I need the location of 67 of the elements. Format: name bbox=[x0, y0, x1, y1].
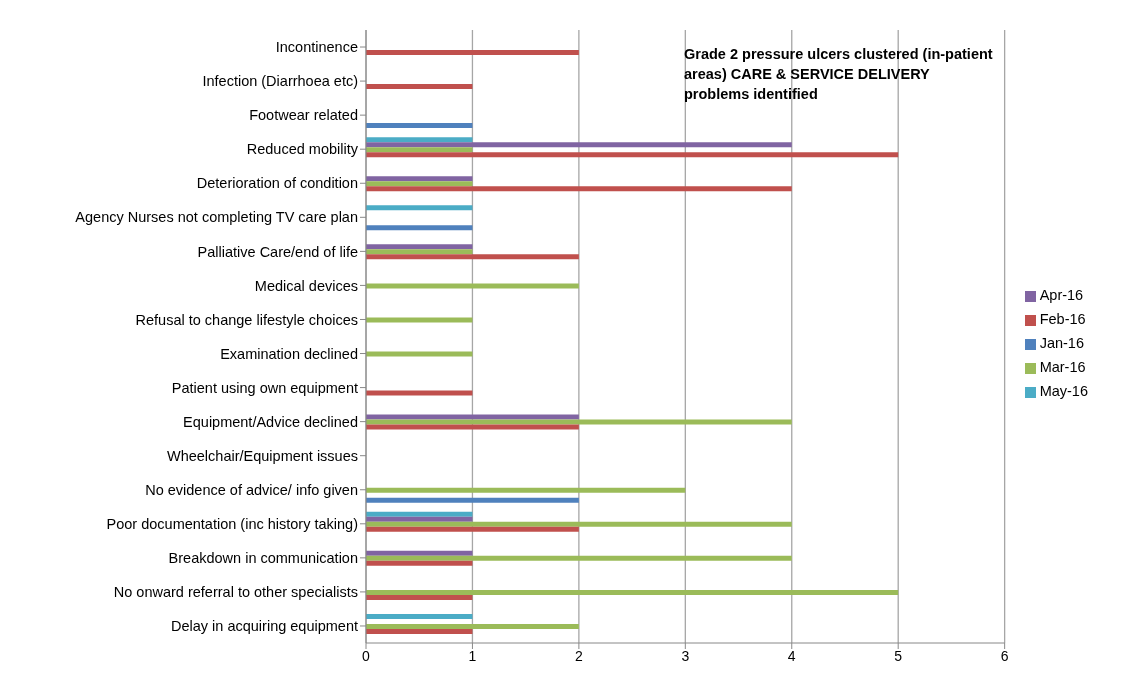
bar bbox=[366, 487, 686, 493]
x-tick-label: 4 bbox=[787, 647, 796, 664]
bar bbox=[366, 249, 473, 255]
bar bbox=[366, 123, 473, 129]
bar bbox=[366, 317, 473, 323]
y-tick-label: Delay in acquiring equipment bbox=[171, 618, 358, 635]
text: Grade 2 pressure ulcers clustered (in-patient areas) CARE & SERVICE DELIVERY problems identified bbox=[684, 45, 994, 104]
y-tick-label: Deterioration of condition bbox=[196, 175, 358, 192]
y-tick-label: Incontinence bbox=[275, 39, 358, 56]
bar bbox=[366, 521, 792, 527]
bar bbox=[366, 283, 579, 289]
bar bbox=[366, 351, 473, 357]
bar bbox=[366, 419, 792, 425]
y-tick-label: No onward referral to other specialists bbox=[113, 584, 358, 601]
bar bbox=[366, 205, 473, 211]
bar bbox=[366, 84, 473, 90]
x-tick-label: 3 bbox=[681, 647, 690, 664]
bar bbox=[366, 550, 473, 556]
bar bbox=[366, 560, 473, 566]
bar bbox=[366, 628, 473, 634]
y-tick-label: Equipment/Advice declined bbox=[183, 413, 358, 430]
bar bbox=[366, 623, 579, 629]
bar bbox=[366, 137, 473, 143]
legend-label: May-16 bbox=[1039, 383, 1088, 399]
bar bbox=[366, 50, 579, 55]
y-tick-label: No evidence of advice/ info given bbox=[145, 481, 358, 498]
x-tick-label: 0 bbox=[362, 647, 371, 664]
y-tick-label: Wheelchair/Equipment issues bbox=[166, 447, 358, 464]
bar bbox=[366, 414, 579, 420]
bar bbox=[366, 254, 579, 260]
y-tick-label: Footwear related bbox=[249, 107, 358, 124]
bar bbox=[366, 186, 792, 192]
y-tick-label: Infection (Diarrhoea etc) bbox=[202, 73, 358, 90]
bar bbox=[366, 555, 792, 561]
y-tick-label: Refusal to change lifestyle choices bbox=[135, 311, 358, 328]
bar bbox=[366, 424, 579, 430]
legend-label: Jan-16 bbox=[1039, 335, 1084, 351]
x-tick-label: 2 bbox=[574, 647, 583, 664]
x-tick-label: 6 bbox=[1000, 647, 1009, 664]
y-tick-label: Breakdown in communication bbox=[168, 550, 358, 567]
bar bbox=[366, 511, 473, 517]
y-tick-label: Poor documentation (inc history taking) bbox=[106, 515, 358, 532]
bar bbox=[366, 147, 473, 153]
legend-label: Feb-16 bbox=[1039, 311, 1086, 327]
y-tick-label: Agency Nurses not completing TV care plan bbox=[75, 209, 358, 226]
y-tick-label: Patient using own equipment bbox=[171, 379, 358, 396]
bar bbox=[366, 244, 473, 250]
bar bbox=[366, 152, 899, 158]
y-tick-label: Medical devices bbox=[254, 277, 358, 294]
x-tick-label: 1 bbox=[468, 647, 477, 664]
legend-label: Mar-16 bbox=[1039, 359, 1086, 375]
bar bbox=[366, 526, 579, 532]
x-tick-label: 5 bbox=[894, 647, 903, 664]
y-tick-label: Palliative Care/end of life bbox=[197, 243, 358, 260]
bar bbox=[366, 613, 473, 619]
bar bbox=[366, 225, 473, 231]
legend-label: Apr-16 bbox=[1039, 287, 1084, 303]
bar bbox=[366, 589, 899, 595]
bar bbox=[366, 142, 792, 148]
y-tick-label: Reduced mobility bbox=[246, 141, 359, 158]
bar bbox=[366, 181, 473, 187]
bar bbox=[366, 497, 579, 503]
bar bbox=[366, 516, 473, 522]
bar bbox=[366, 390, 473, 396]
bar bbox=[366, 594, 473, 600]
bar bbox=[366, 176, 473, 182]
y-tick-label: Examination declined bbox=[220, 345, 358, 362]
